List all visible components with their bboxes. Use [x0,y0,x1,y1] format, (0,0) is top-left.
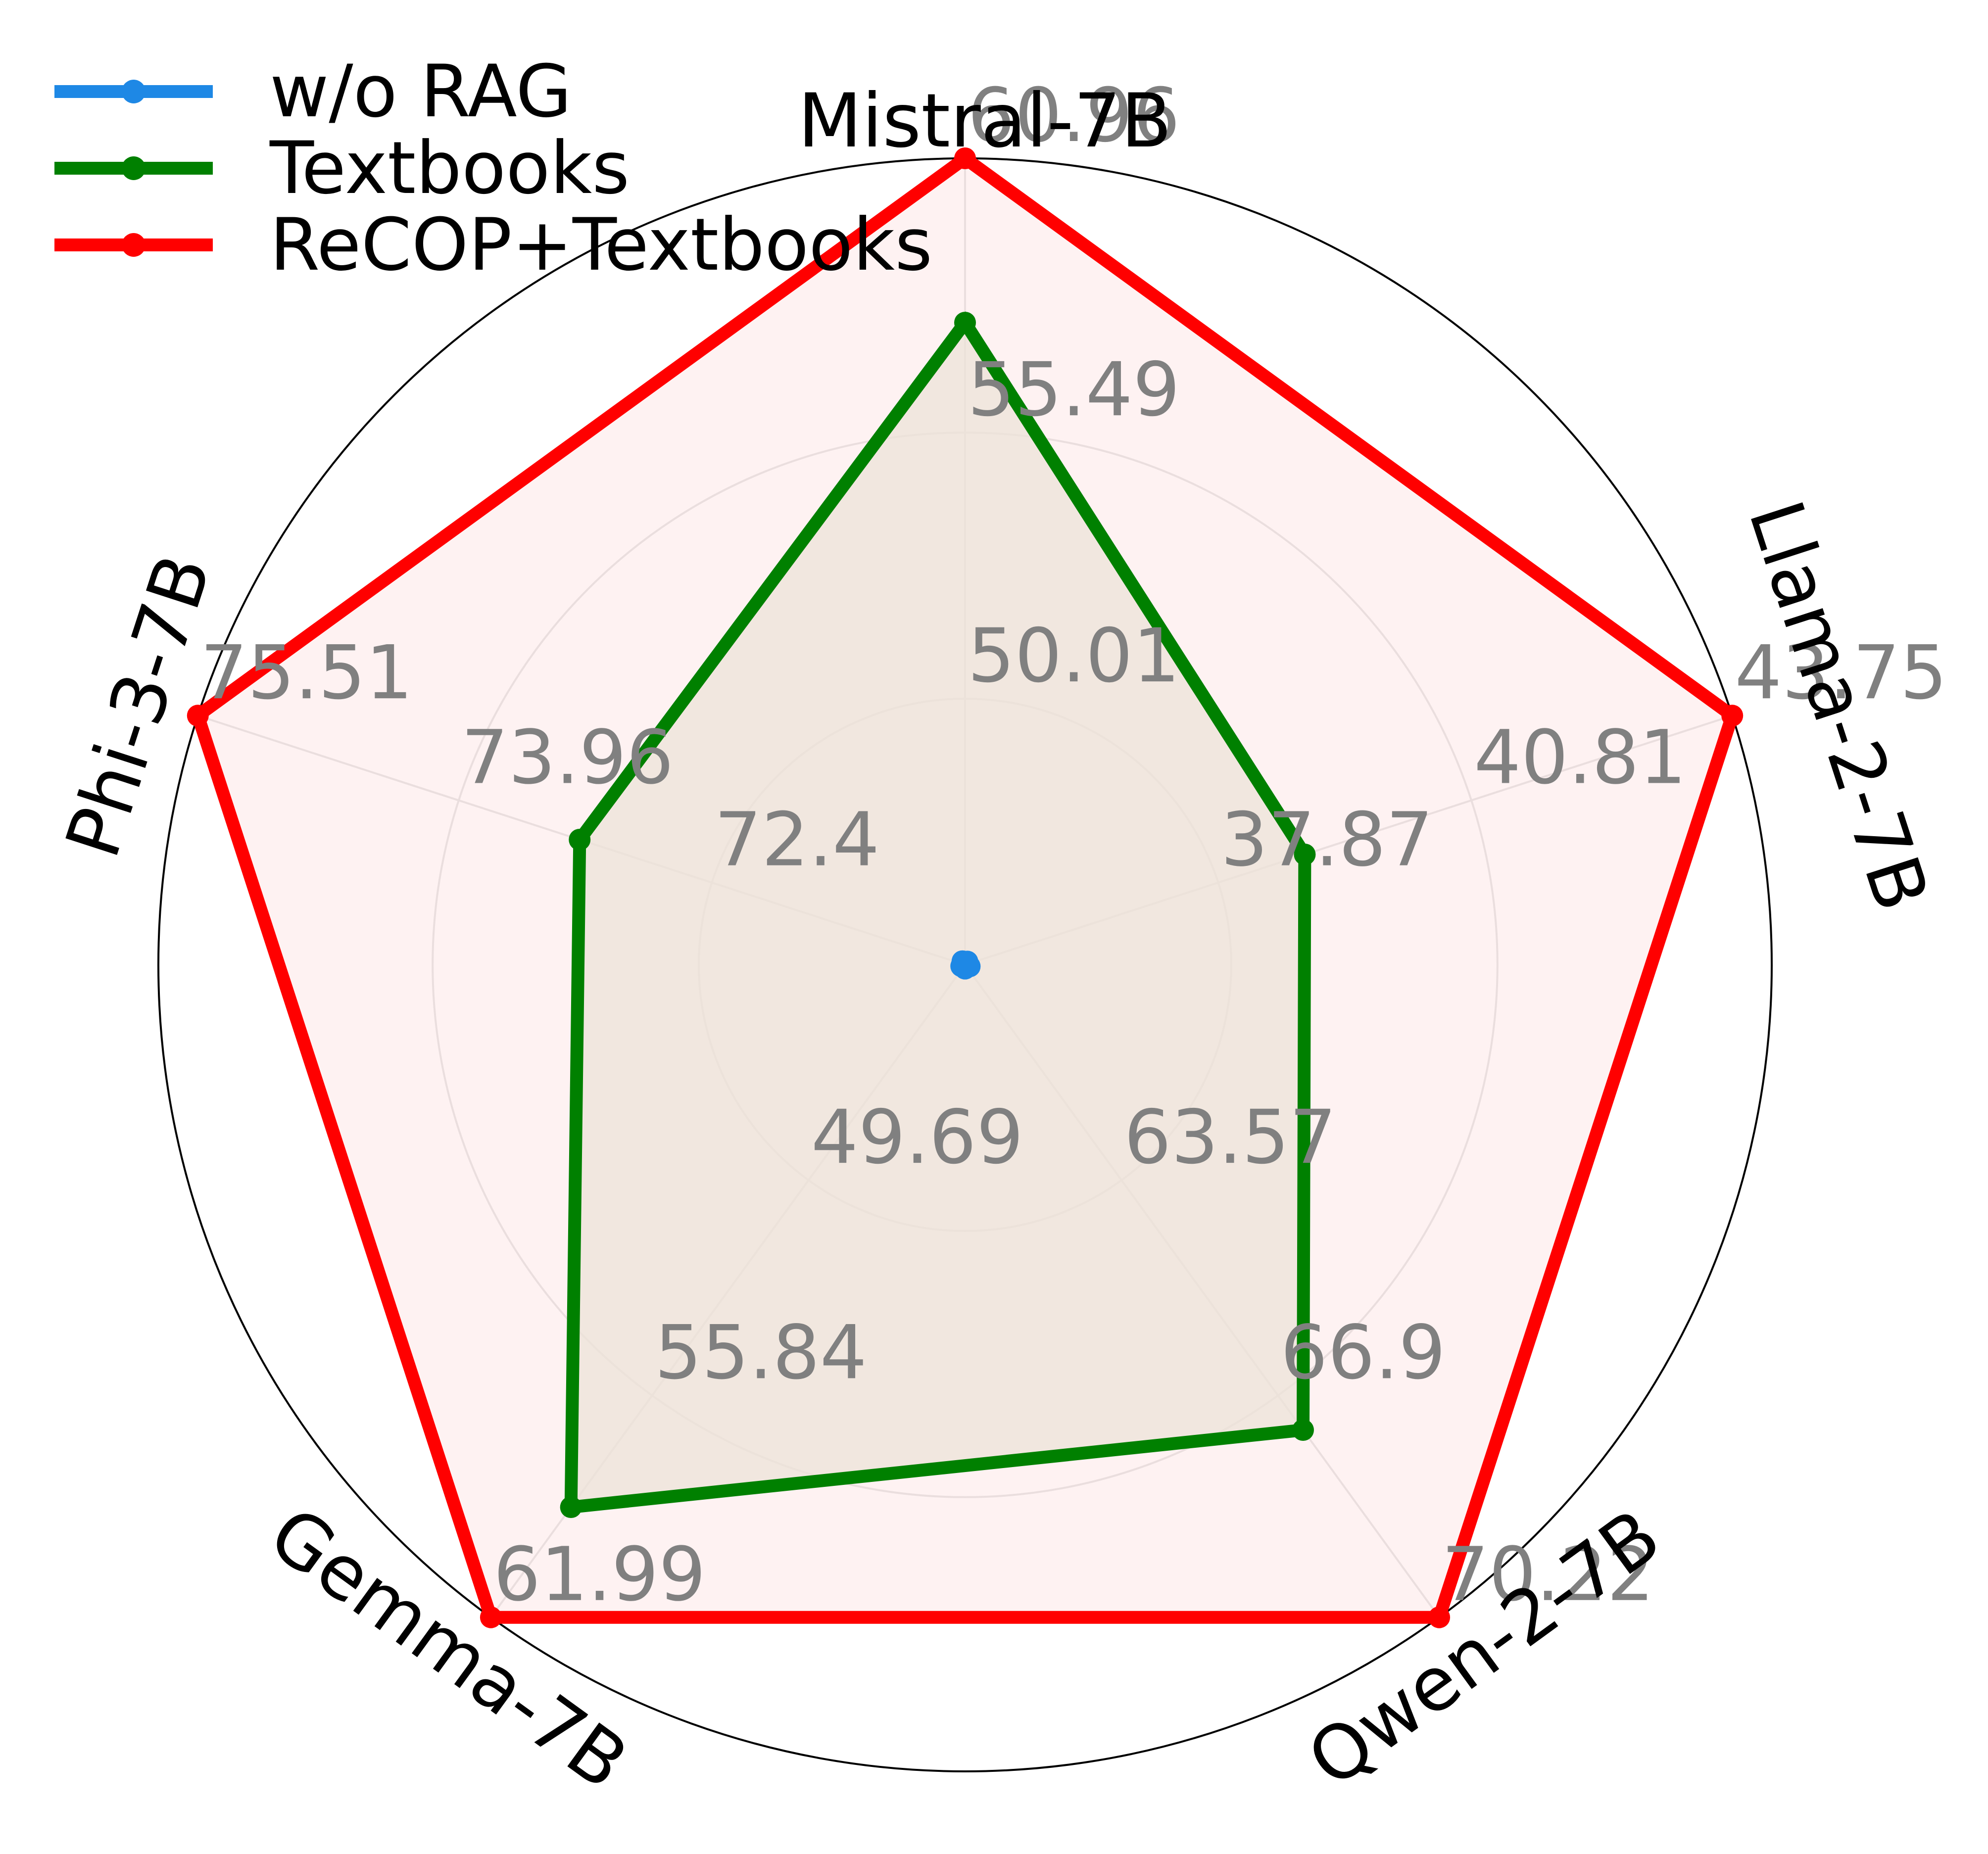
legend-label-w-o-rag: w/o RAG [270,49,572,134]
point-textbooks-llama-2-7b [1294,843,1316,865]
point-textbooks-mistral-7b [954,312,976,334]
ring-label-phi-3-7b-1: 72.4 [714,797,879,883]
axis-label-mistral-7b: Mistral-7B [798,78,1172,164]
legend-label-textbooks: Textbooks [269,126,630,210]
legend-marker-textbooks [122,156,145,180]
legend-label-recop-textbooks: ReCOP+Textbooks [270,203,932,287]
legend-item-textbooks: Textbooks [54,126,630,210]
series-textbooks [560,311,1316,1519]
ring-tick-labels: 50.01 55.49 60.96 37.87 40.81 43.75 63.57 66.9 7… [200,73,1947,1618]
point-w-o-rag-phi-3-7b [959,955,981,978]
ring-label-llama-2-7b-3: 43.75 [1735,630,1947,716]
legend-marker-w-o-rag [122,80,145,103]
ring-label-mistral-7b-3: 60.96 [968,73,1180,159]
ring-label-gemma-7b-1: 49.69 [811,1094,1023,1181]
legend-item-recop-textbooks: ReCOP+Textbooks [54,203,932,287]
point-recop-textbooks-mistral-7b [954,147,976,169]
ring-label-mistral-7b-1: 50.01 [968,613,1180,699]
ring-label-qwen-2-7b-3: 70.22 [1442,1532,1654,1618]
series-w-o-rag [950,950,981,980]
point-textbooks-phi-3-7b [569,828,591,851]
point-textbooks-qwen-2-7b [1292,1419,1314,1441]
ring-label-llama-2-7b-1: 37.87 [1221,797,1433,883]
ring-label-gemma-7b-2: 55.84 [655,1310,867,1396]
point-recop-textbooks-gemma-7b [480,1606,502,1628]
point-textbooks-gemma-7b [560,1496,582,1519]
legend-item-w-o-rag: w/o RAG [54,49,572,134]
point-recop-textbooks-qwen-2-7b [1428,1606,1451,1628]
series-polygon-textbooks [564,311,1311,1515]
ring-label-phi-3-7b-2: 73.96 [461,715,674,801]
ring-label-mistral-7b-2: 55.49 [968,347,1180,433]
ring-label-qwen-2-7b-1: 63.57 [1124,1094,1336,1181]
series-polygons [187,147,1744,1628]
ring-label-phi-3-7b-3: 75.51 [200,630,413,716]
ring-label-qwen-2-7b-2: 66.9 [1280,1310,1446,1396]
ring-label-llama-2-7b-2: 40.81 [1474,715,1686,801]
point-recop-textbooks-llama-2-7b [1721,705,1744,727]
ring-label-gemma-7b-3: 61.99 [493,1532,706,1618]
legend-marker-recop-textbooks [122,233,145,257]
point-recop-textbooks-phi-3-7b [187,705,209,727]
